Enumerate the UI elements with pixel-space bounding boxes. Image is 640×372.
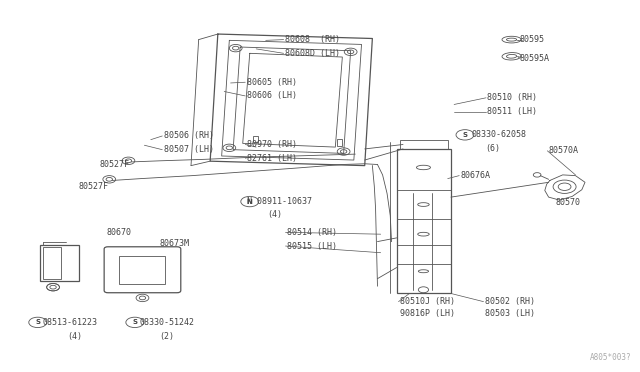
Text: 80527F: 80527F	[100, 160, 130, 169]
Text: 80506 (RH): 80506 (RH)	[164, 131, 214, 141]
Text: (4): (4)	[268, 211, 283, 219]
Text: 80503 (LH): 80503 (LH)	[484, 310, 535, 318]
Text: 80595A: 80595A	[519, 54, 549, 62]
Text: 80606 (LH): 80606 (LH)	[246, 92, 296, 100]
Text: 90816P (LH): 90816P (LH)	[400, 310, 455, 318]
Bar	[40, 245, 79, 280]
Bar	[253, 136, 258, 142]
Text: (4): (4)	[68, 331, 83, 341]
Text: 08330-62058: 08330-62058	[471, 130, 526, 140]
Text: 80514 (RH): 80514 (RH)	[287, 228, 337, 237]
Text: 80670: 80670	[106, 228, 131, 237]
Bar	[397, 149, 451, 294]
Text: N 08911-10637: N 08911-10637	[246, 197, 312, 206]
Text: 80570A: 80570A	[548, 146, 579, 155]
Text: 80673M: 80673M	[159, 239, 189, 248]
Text: 80527F: 80527F	[79, 182, 109, 190]
Text: (2): (2)	[159, 331, 174, 341]
Text: S: S	[132, 320, 138, 326]
Text: 80605 (RH): 80605 (RH)	[246, 78, 296, 87]
Bar	[120, 256, 166, 284]
Text: S: S	[463, 132, 467, 138]
Text: 80507 (LH): 80507 (LH)	[164, 145, 214, 154]
Bar	[44, 247, 61, 279]
Text: S: S	[35, 320, 40, 326]
Text: 80570: 80570	[555, 198, 580, 207]
Text: 82761 (LH): 82761 (LH)	[246, 154, 296, 163]
Text: 80608  (RH): 80608 (RH)	[285, 35, 340, 44]
Text: 08513-61223: 08513-61223	[42, 318, 97, 327]
Text: 80970 (RH): 80970 (RH)	[246, 140, 296, 149]
Text: 80608D (LH): 80608D (LH)	[285, 49, 340, 58]
Text: 80502 (RH): 80502 (RH)	[484, 297, 535, 306]
Text: A805*003?: A805*003?	[590, 353, 632, 362]
Text: 80510J (RH): 80510J (RH)	[400, 297, 455, 306]
Text: 80595: 80595	[519, 35, 544, 44]
Text: 80510 (RH): 80510 (RH)	[487, 93, 538, 102]
Bar	[400, 140, 448, 149]
Text: (6): (6)	[484, 144, 500, 153]
Text: 80515 (LH): 80515 (LH)	[287, 241, 337, 250]
Text: 80676A: 80676A	[461, 171, 490, 180]
Bar	[337, 139, 342, 146]
Text: 80511 (LH): 80511 (LH)	[487, 108, 538, 116]
Text: N: N	[247, 199, 253, 205]
Text: 08330-51242: 08330-51242	[140, 318, 195, 327]
